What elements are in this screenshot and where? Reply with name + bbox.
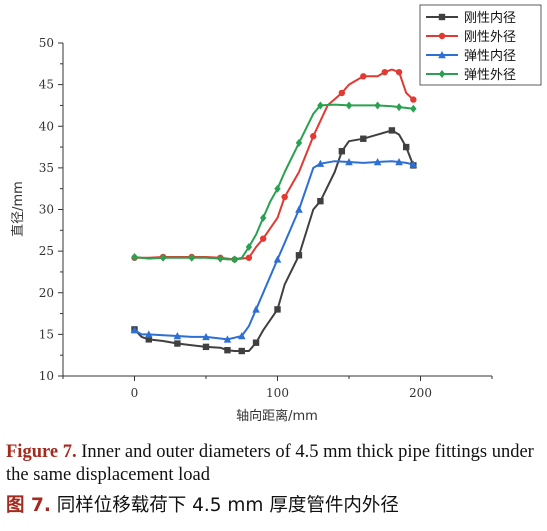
legend-swatch-marker	[438, 70, 446, 78]
series-3-point	[316, 159, 325, 167]
line-chart: 10 15 20 25 30 35 40 45 50 0 100 200 轴向距离/mm 直径/mm…	[11, 4, 542, 424]
series-1-point	[295, 252, 303, 259]
x-tick-label: 100	[266, 386, 289, 400]
series-4-point	[131, 252, 138, 261]
legend-label: 刚性内径	[464, 10, 516, 26]
series-4-point	[217, 254, 224, 263]
series-2-point	[395, 68, 403, 76]
series-1-point	[388, 127, 396, 134]
series-3-point	[237, 332, 246, 340]
legend-swatch-marker	[438, 32, 446, 40]
series-3-point	[202, 332, 210, 341]
legend-swatch-marker	[438, 13, 446, 21]
figure-caption-english: Figure 7. Inner and outer diameters of 4…	[6, 441, 542, 487]
series-3-point	[145, 330, 153, 338]
series-2	[131, 68, 417, 263]
y-tick-label: 40	[39, 119, 54, 133]
series-2-point	[281, 193, 288, 201]
series-1-point	[338, 148, 346, 155]
series-1-point	[403, 143, 410, 151]
y-tick-label: 30	[39, 203, 54, 217]
series-3	[130, 158, 418, 343]
series-4-point	[295, 138, 303, 147]
series-1-point	[224, 346, 231, 354]
series-3-point	[223, 335, 232, 343]
series-4-point	[159, 253, 167, 262]
series-4-point	[260, 213, 267, 222]
series-3-point	[173, 332, 182, 340]
legend-entry: 刚性内径	[426, 10, 516, 26]
series-1-point	[174, 340, 181, 347]
series-4-line	[134, 103, 414, 261]
figure-caption-chinese: 图 7. 同样位移载荷下 4.5 mm 厚度管件内外径	[6, 494, 542, 517]
y-tick-label: 50	[39, 36, 54, 50]
series-4-point	[410, 104, 417, 113]
series-2-point	[310, 133, 317, 140]
series-1-point	[238, 347, 245, 355]
y-tick-label: 45	[39, 78, 54, 92]
series-3-point	[345, 158, 353, 166]
series-4-point	[395, 103, 403, 112]
series-4-point	[245, 242, 253, 251]
series-2-line	[134, 68, 414, 261]
series-2-point	[260, 235, 267, 242]
legend-swatch-marker	[438, 51, 446, 59]
y-tick-label: 15	[39, 327, 54, 341]
legend-entry: 弹性内径	[426, 48, 516, 64]
series-2-point	[381, 68, 388, 76]
series-1-line	[133, 129, 415, 352]
caption-text-zh: 同样位移载荷下 4.5 mm 厚度管件内外径	[50, 495, 399, 516]
series-2-point	[410, 96, 417, 103]
series-3-point	[273, 255, 282, 263]
legend-entry: 弹性外径	[426, 68, 516, 83]
y-axis-title: 直径/mm	[11, 181, 26, 237]
series-layer	[130, 68, 418, 355]
legend-label: 弹性内径	[464, 48, 516, 64]
series-1-point	[360, 135, 367, 142]
axis-ticks	[58, 42, 493, 381]
series-1-point	[202, 343, 210, 351]
axes	[62, 43, 492, 377]
series-3-point	[373, 158, 382, 166]
x-axis-tick-labels: 0 100 200	[131, 386, 432, 400]
series-3-point	[295, 205, 303, 213]
series-3-line	[133, 160, 414, 341]
series-4-point	[345, 101, 353, 110]
series-4-point	[231, 255, 238, 264]
y-axis-tick-labels: 10 15 20 25 30 35 40 45 50	[39, 36, 54, 383]
series-1-point	[274, 306, 281, 313]
caption-text-en: Inner and outer diameters of 4.5 mm thic…	[6, 442, 534, 485]
series-4-point	[317, 101, 324, 110]
series-4-point	[274, 184, 281, 193]
y-tick-label: 10	[39, 369, 54, 383]
legend-entry: 刚性外径	[426, 30, 516, 45]
series-4-point	[188, 253, 195, 262]
series-1-point	[317, 197, 324, 205]
y-tick-label: 25	[39, 244, 54, 258]
x-tick-label: 200	[409, 386, 432, 400]
y-tick-label: 35	[39, 161, 54, 175]
series-1-point	[145, 336, 152, 343]
series-2-point	[360, 73, 367, 80]
series-3-point	[130, 326, 139, 334]
series-2-point	[245, 254, 253, 261]
y-tick-label: 20	[39, 286, 54, 300]
series-4	[131, 101, 417, 264]
series-4-point	[374, 101, 381, 110]
figure-number-zh: 图 7.	[6, 495, 51, 516]
legend-label: 弹性外径	[464, 68, 516, 83]
series-3-point	[409, 160, 418, 168]
x-tick-label: 0	[131, 386, 139, 400]
legend-label: 刚性外径	[464, 30, 516, 45]
series-3-point	[395, 158, 403, 166]
series-3-point	[252, 305, 260, 313]
figure-number-en: Figure 7.	[6, 442, 77, 462]
x-axis-title: 轴向距离/mm	[236, 408, 318, 424]
series-1-point	[252, 339, 260, 346]
series-2-point	[338, 89, 346, 97]
